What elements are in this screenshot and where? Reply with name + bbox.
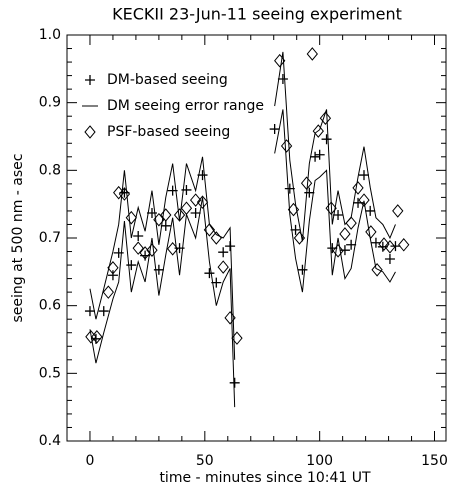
plus-marker bbox=[310, 151, 321, 162]
diamond-marker bbox=[378, 237, 390, 251]
diamond-marker bbox=[293, 231, 306, 245]
plus-marker bbox=[107, 270, 118, 281]
diamond-marker bbox=[217, 260, 229, 274]
y-tick-label: 0.9 bbox=[39, 95, 61, 111]
plus-marker bbox=[384, 253, 395, 264]
diamond-marker bbox=[365, 225, 377, 239]
diamond-marker bbox=[84, 125, 96, 139]
diamond-marker bbox=[118, 187, 131, 201]
plus-marker bbox=[98, 306, 109, 317]
diamond-marker bbox=[160, 208, 172, 222]
diamond-marker bbox=[339, 227, 351, 241]
legend-label: PSF-based seeing bbox=[107, 124, 230, 140]
plus-marker bbox=[269, 124, 280, 135]
diamond-marker bbox=[398, 237, 410, 252]
diamond-marker bbox=[107, 260, 119, 275]
y-tick-label: 0.5 bbox=[39, 365, 61, 381]
x-tick-label: 100 bbox=[306, 453, 333, 469]
error-range-line bbox=[89, 156, 236, 360]
plot-frame bbox=[66, 34, 447, 442]
diamond-marker bbox=[167, 242, 179, 256]
diamond-marker bbox=[203, 223, 216, 237]
diamond-marker bbox=[358, 193, 370, 207]
plus-marker bbox=[277, 73, 288, 84]
plus-marker bbox=[204, 268, 215, 279]
diamond-marker bbox=[371, 263, 383, 277]
plus-marker bbox=[218, 247, 229, 258]
plus-marker bbox=[133, 230, 144, 241]
y-tick-label: 0.8 bbox=[39, 162, 61, 178]
plus-marker bbox=[333, 209, 344, 220]
plus-marker bbox=[225, 241, 236, 252]
plus-marker bbox=[358, 170, 369, 181]
diamond-marker bbox=[91, 330, 103, 344]
diamond-marker bbox=[132, 241, 144, 255]
diamond-marker bbox=[384, 240, 396, 254]
plus-marker bbox=[370, 237, 381, 248]
diamond-marker bbox=[352, 181, 364, 195]
y-axis-label: seeing at 500 nm - asec bbox=[10, 154, 26, 323]
chart-title: KECKII 23-Jun-11 seeing experiment bbox=[112, 5, 402, 24]
diamond-marker bbox=[224, 311, 236, 325]
plus-marker bbox=[346, 239, 357, 250]
x-axis-label: time - minutes since 10:41 UT bbox=[159, 470, 371, 486]
plus-marker bbox=[297, 264, 308, 275]
plus-marker bbox=[84, 306, 95, 317]
diamond-marker bbox=[306, 47, 318, 61]
diamond-marker bbox=[125, 210, 137, 225]
x-tick-label: 50 bbox=[196, 453, 214, 469]
diamond-marker bbox=[300, 176, 313, 190]
diamond-marker bbox=[153, 212, 165, 227]
diamond-marker bbox=[325, 201, 337, 216]
y-tick-label: 0.4 bbox=[39, 433, 61, 449]
diamond-marker bbox=[173, 208, 186, 222]
diamond-marker bbox=[392, 204, 404, 218]
diamond-marker bbox=[274, 53, 286, 68]
error-range-line bbox=[274, 109, 396, 293]
plus-marker bbox=[304, 187, 315, 198]
diamond-marker bbox=[102, 285, 114, 299]
diamond-marker bbox=[345, 216, 357, 230]
x-tick-label: 150 bbox=[421, 453, 448, 469]
y-tick-label: 0.7 bbox=[39, 230, 61, 246]
plus-marker bbox=[85, 75, 95, 85]
diamond-marker bbox=[280, 139, 293, 153]
plus-marker bbox=[365, 205, 376, 216]
diamond-marker bbox=[139, 246, 151, 260]
error-range-line bbox=[89, 197, 236, 408]
diamond-marker bbox=[146, 243, 158, 257]
diamond-marker bbox=[180, 201, 193, 216]
y-tick-label: 0.6 bbox=[39, 298, 61, 314]
x-tick-label: 0 bbox=[86, 453, 95, 469]
error-range-line bbox=[274, 51, 396, 242]
plus-marker bbox=[339, 245, 350, 256]
diamond-marker bbox=[287, 202, 300, 217]
legend-label: DM-based seeing bbox=[107, 72, 228, 88]
legend-label: DM seeing error range bbox=[107, 98, 264, 114]
diamond-marker bbox=[319, 111, 332, 126]
diamond-marker bbox=[231, 331, 243, 345]
diamond-marker bbox=[332, 244, 344, 258]
plus-marker bbox=[390, 241, 401, 252]
plus-marker bbox=[190, 207, 201, 218]
diamond-marker bbox=[210, 231, 222, 245]
plus-marker bbox=[229, 377, 240, 388]
plus-marker bbox=[160, 220, 171, 231]
y-tick-label: 1.0 bbox=[39, 27, 61, 43]
diamond-marker bbox=[196, 195, 209, 209]
plus-marker bbox=[126, 260, 137, 271]
plus-marker bbox=[314, 149, 325, 160]
diamond-marker bbox=[85, 330, 97, 344]
plus-marker bbox=[321, 134, 332, 145]
diamond-marker bbox=[189, 193, 202, 207]
plus-marker bbox=[113, 247, 124, 258]
diamond-marker bbox=[312, 124, 324, 138]
